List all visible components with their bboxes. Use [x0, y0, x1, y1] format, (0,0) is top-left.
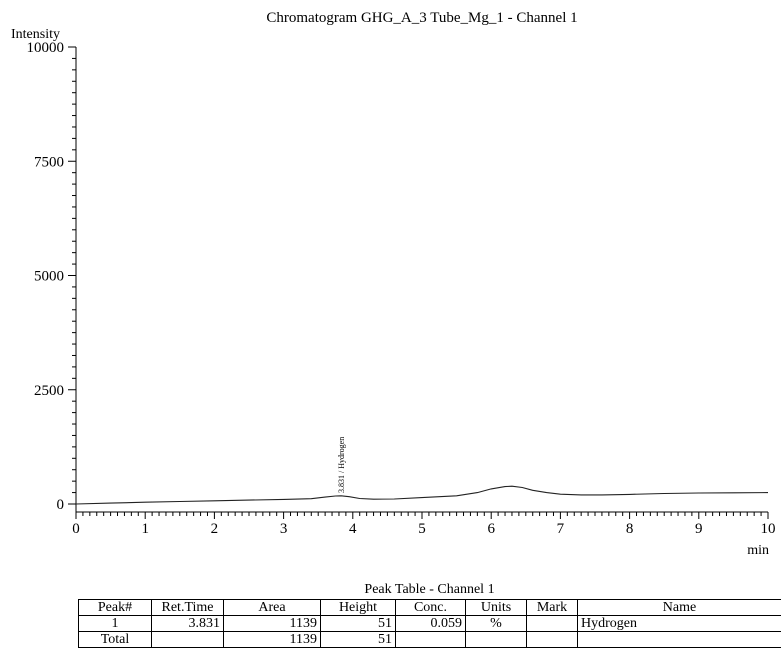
- total-label: Total: [78, 631, 152, 648]
- cell-mark: [526, 615, 578, 632]
- x-tick-label: 10: [761, 521, 776, 537]
- col-header-mark: Mark: [526, 599, 578, 616]
- total-units: [465, 631, 527, 648]
- chromatogram-chart: Chromatogram GHG_A_3 Tube_Mg_1 - Channel…: [11, 10, 776, 558]
- total-conc: [395, 631, 466, 648]
- cell-peak: 1: [78, 615, 152, 632]
- x-tick-label: 4: [349, 521, 357, 537]
- total-mark: [526, 631, 578, 648]
- axes: 0 1 2 3 4 5 6 7 8 9 10 0 2500 5000 7500 10000: [27, 40, 776, 537]
- peak-table-section: Peak Table - Channel 1 Peak# Ret.Time Ar…: [78, 581, 781, 648]
- col-header-ret-time: Ret.Time: [151, 599, 224, 616]
- x-tick-label: 6: [487, 521, 495, 537]
- x-tick-label: 1: [141, 521, 149, 537]
- x-tick-label: 5: [418, 521, 426, 537]
- col-header-conc: Conc.: [395, 599, 466, 616]
- table-row: 1 3.831 1139 51 0.059 % Hydrogen: [78, 615, 781, 632]
- y-axis-label: Intensity: [11, 27, 60, 42]
- col-header-name: Name: [577, 599, 781, 616]
- cell-name: Hydrogen: [577, 615, 781, 632]
- chromatogram-trace: [75, 485, 769, 505]
- peak-table: Peak# Ret.Time Area Height Conc. Units M…: [78, 599, 781, 648]
- table-total-row: Total 1139 51: [78, 631, 781, 648]
- cell-conc: 0.059: [395, 615, 466, 632]
- total-ret-time: [151, 631, 224, 648]
- chart-title: Chromatogram GHG_A_3 Tube_Mg_1 - Channel…: [266, 10, 577, 26]
- x-tick-label: 3: [280, 521, 288, 537]
- total-area: 1139: [223, 631, 321, 648]
- total-name: [577, 631, 781, 648]
- col-header-area: Area: [223, 599, 321, 616]
- plot-area: [75, 485, 769, 505]
- y-tick-label: 5000: [34, 269, 64, 285]
- peak-annotation: 3.831 / Hydrogen: [337, 437, 346, 493]
- annotations: 3.831 / Hydrogen: [337, 437, 346, 493]
- x-tick-label: 2: [211, 521, 219, 537]
- cell-ret-time: 3.831: [151, 615, 224, 632]
- y-tick-label: 2500: [34, 383, 64, 399]
- col-header-height: Height: [320, 599, 396, 616]
- col-header-peak: Peak#: [78, 599, 152, 616]
- x-axis-label: min: [747, 543, 769, 558]
- y-tick-label: 10000: [27, 40, 65, 56]
- x-tick-label: 8: [626, 521, 634, 537]
- y-tick-label: 7500: [34, 154, 64, 170]
- cell-area: 1139: [223, 615, 321, 632]
- x-tick-label: 7: [557, 521, 565, 537]
- x-tick-label: 9: [695, 521, 703, 537]
- col-header-units: Units: [465, 599, 527, 616]
- x-tick-label: 0: [72, 521, 80, 537]
- cell-units: %: [465, 615, 527, 632]
- cell-height: 51: [320, 615, 396, 632]
- total-height: 51: [320, 631, 396, 648]
- peak-table-header-row: Peak# Ret.Time Area Height Conc. Units M…: [78, 599, 781, 616]
- y-tick-label: 0: [57, 497, 65, 513]
- peak-table-title: Peak Table - Channel 1: [364, 582, 495, 597]
